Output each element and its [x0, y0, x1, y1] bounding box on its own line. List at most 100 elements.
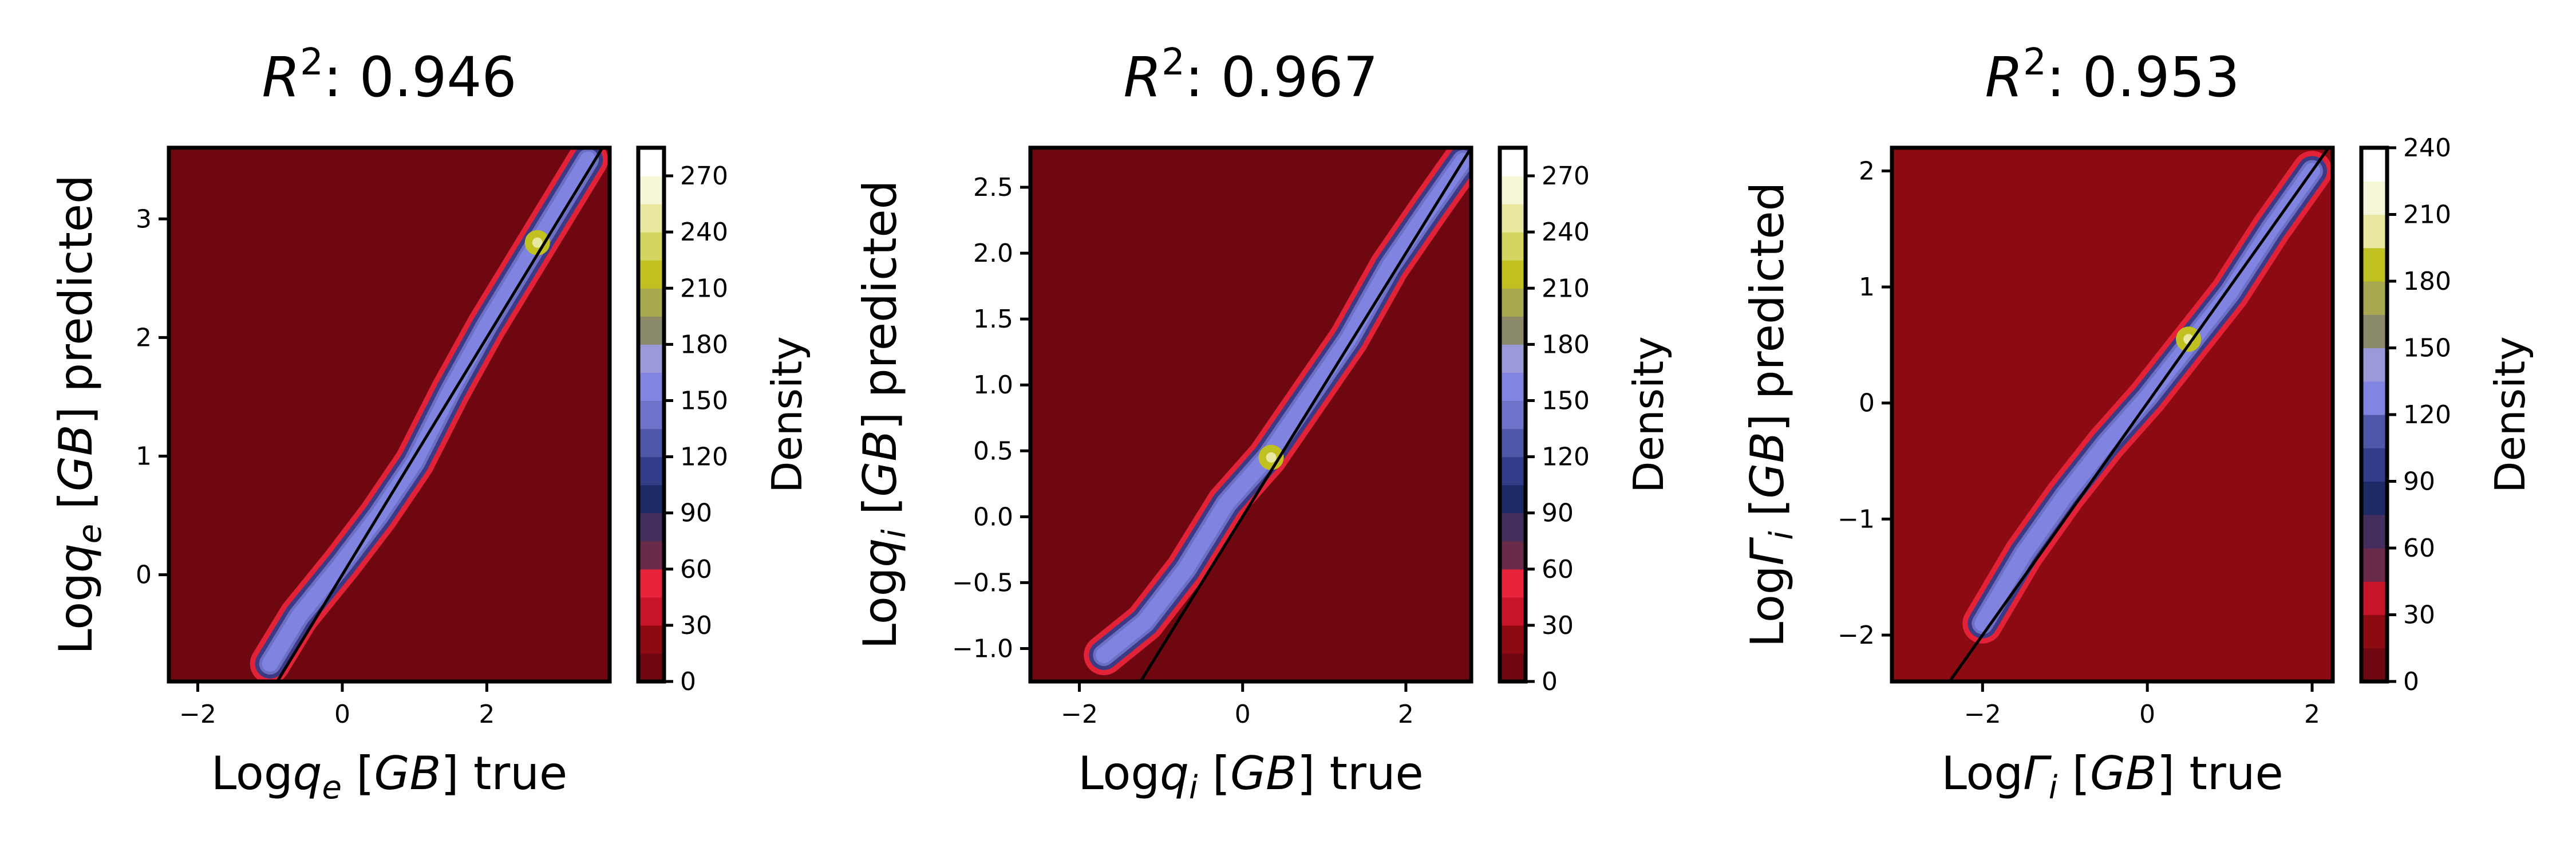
colorbar-tick-label: 120: [1542, 443, 1590, 472]
colorbar-segment: [638, 456, 664, 486]
x-axis-label: LogΓi [GB] true: [1941, 747, 2283, 806]
colorbar-segment: [2361, 614, 2387, 649]
colorbar-segment: [1500, 288, 1526, 317]
colorbar-tick-label: 0: [2403, 667, 2419, 696]
identity-line: [1947, 148, 2330, 681]
x-tick-label: −2: [1964, 700, 2001, 729]
colorbar-segment: [2361, 648, 2387, 682]
colorbar-segment: [638, 232, 664, 261]
y-tick-label: 1.5: [973, 305, 1013, 334]
colorbar-segment: [1500, 176, 1526, 204]
y-tick-label: 2.0: [973, 239, 1013, 268]
colorbar: 0 30 60 90 120 150 180 210 240 Density: [2359, 133, 2534, 696]
colorbar-segment: [2361, 381, 2387, 415]
y-tick-label: 2: [136, 323, 152, 352]
y-tick-label: −0.5: [952, 568, 1013, 597]
y-axis-label: Logqe [GB] predicted: [49, 175, 109, 655]
colorbar-segment: [638, 344, 664, 373]
colorbar-tick-label: 30: [1542, 611, 1574, 640]
colorbar-frame: [1498, 145, 1528, 684]
x-tick-label: 2: [479, 700, 495, 729]
colorbar-segment: [1500, 232, 1526, 261]
colorbar-segment: [1500, 653, 1526, 682]
y-axis-label: LogΓi [GB] predicted: [1741, 182, 1800, 648]
colorbar-tick-label: 120: [680, 443, 728, 472]
density-peak-core: [532, 237, 543, 248]
subplot-title: R2: 0.967: [1123, 41, 1378, 109]
colorbar-segment: [1500, 316, 1526, 345]
y-tick-label: 2.5: [973, 173, 1013, 202]
colorbar-tick-label: 150: [680, 386, 728, 415]
colorbar-segment: [2361, 247, 2387, 282]
colorbar-segment: [638, 176, 664, 204]
colorbar-tick-label: 270: [1542, 161, 1590, 191]
colorbar-tick-label: 240: [1542, 218, 1590, 247]
y-tick-label: −2: [1838, 621, 1875, 650]
colorbar-segment: [1500, 484, 1526, 514]
colorbar-tick-label: 210: [680, 274, 728, 303]
y-tick-label: 1: [1859, 273, 1875, 302]
colorbar-label: Density: [1625, 336, 1673, 493]
colorbar-segment: [2361, 181, 2387, 215]
colorbar-segment: [1500, 344, 1526, 373]
colorbar-segment: [638, 597, 664, 626]
colorbar-tick-label: 30: [680, 611, 712, 640]
colorbar-segment: [1500, 625, 1526, 654]
colorbar-segment: [1500, 541, 1526, 570]
y-tick-label: 0: [1859, 389, 1875, 418]
colorbar-label: Density: [763, 336, 811, 493]
colorbar-segment: [2361, 548, 2387, 582]
x-tick-label: 2: [2304, 700, 2320, 729]
colorbar-segment: [1500, 204, 1526, 233]
colorbar-segment: [2361, 481, 2387, 515]
colorbar-tick-label: 90: [1542, 499, 1574, 528]
y-tick-label: 0: [136, 561, 152, 590]
colorbar-segment: [638, 372, 664, 401]
subplot-3: −2 0 2 −2 −1 0 1 2 R2: 0.953 LogΓi [GB] true LogΓi…: [1741, 41, 2534, 806]
colorbar-segment: [1500, 513, 1526, 542]
colorbar-tick-label: 150: [2403, 334, 2451, 363]
colorbar-segment: [638, 625, 664, 654]
y-tick-label: 3: [136, 204, 152, 234]
colorbar-segment: [1500, 597, 1526, 626]
colorbar: 0 30 60 90 120 150 180 210 240 270 Density: [636, 145, 811, 696]
subplot-title: R2: 0.946: [262, 41, 516, 109]
colorbar-segment: [1500, 400, 1526, 430]
x-axis-label: Logqi [GB] true: [1078, 747, 1424, 806]
colorbar-frame: [636, 145, 666, 684]
x-tick-label: −2: [1061, 700, 1098, 729]
colorbar-segment: [2361, 448, 2387, 482]
colorbar-segment: [638, 148, 664, 176]
colorbar-segment: [2361, 581, 2387, 616]
colorbar-tick-label: 0: [1542, 667, 1558, 696]
colorbar-tick-label: 180: [2403, 267, 2451, 296]
colorbar-tick-label: 240: [2403, 133, 2451, 163]
colorbar-segment: [638, 541, 664, 570]
x-tick-label: 0: [334, 700, 350, 729]
y-tick-label: −1: [1838, 505, 1875, 534]
colorbar-segment: [2361, 415, 2387, 448]
colorbar-segment: [638, 316, 664, 345]
plot-frame: [1028, 145, 1473, 684]
colorbar-segment: [638, 484, 664, 514]
colorbar-segment: [1500, 428, 1526, 458]
y-tick-label: 1: [136, 442, 152, 471]
colorbar-tick-label: 210: [1542, 274, 1590, 303]
colorbar-segment: [1500, 372, 1526, 401]
colorbar-segment: [2361, 148, 2387, 182]
colorbar-tick-label: 270: [680, 161, 728, 191]
colorbar-tick-label: 180: [1542, 330, 1590, 359]
colorbar-segment: [2361, 514, 2387, 549]
colorbar-segment: [638, 260, 664, 289]
colorbar-segment: [2361, 214, 2387, 249]
colorbar-segment: [2361, 348, 2387, 382]
colorbar-segment: [638, 428, 664, 458]
colorbar-segment: [638, 513, 664, 542]
colorbar-tick-label: 120: [2403, 400, 2451, 430]
colorbar-segment: [638, 204, 664, 233]
colorbar-segment: [1500, 569, 1526, 598]
colorbar: 0 30 60 90 120 150 180 210 240 270 Density: [1498, 145, 1673, 696]
y-tick-label: −1.0: [952, 634, 1013, 663]
colorbar-segment: [1500, 148, 1526, 176]
